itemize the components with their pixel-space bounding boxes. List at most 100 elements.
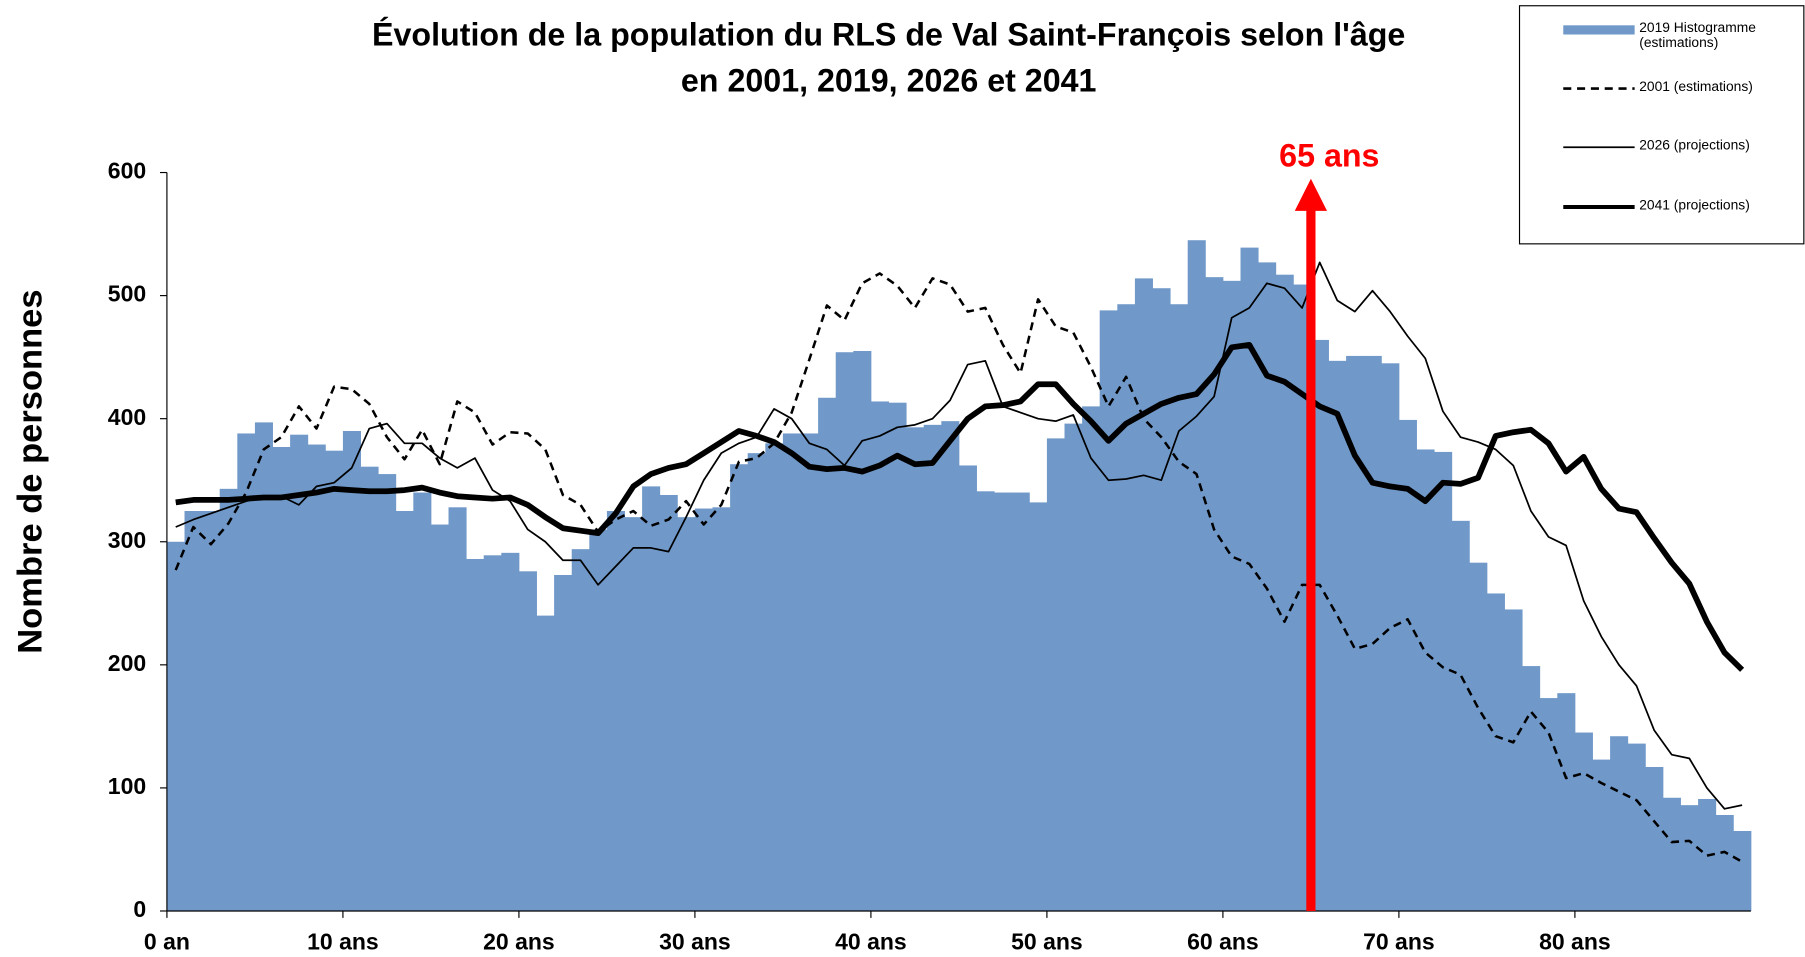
bar xyxy=(1363,355,1382,911)
x-tick-label: 80 ans xyxy=(1539,928,1611,954)
y-tick-label: 300 xyxy=(108,527,146,553)
bar xyxy=(378,474,397,911)
bar xyxy=(1592,759,1611,911)
bar xyxy=(853,350,872,911)
legend-swatch xyxy=(1563,25,1635,35)
bar xyxy=(1504,609,1523,911)
bar xyxy=(765,443,784,911)
x-tick-label: 60 ans xyxy=(1187,928,1259,954)
bar xyxy=(747,453,766,911)
bar xyxy=(466,558,485,911)
x-tick-label: 20 ans xyxy=(483,928,555,954)
bar xyxy=(554,574,573,911)
bar xyxy=(1680,805,1699,911)
bar xyxy=(413,492,432,911)
bar xyxy=(1082,406,1101,911)
bar xyxy=(395,510,414,911)
bar xyxy=(659,494,678,911)
chart-title: en 2001, 2019, 2026 et 2041 xyxy=(681,62,1097,98)
legend-item: 2041 (projections) xyxy=(1639,197,1750,213)
bar xyxy=(536,615,555,911)
bar xyxy=(606,510,625,911)
bar xyxy=(1733,830,1752,911)
bar xyxy=(642,486,661,911)
bar xyxy=(1011,492,1030,911)
bar xyxy=(1398,419,1417,911)
bar xyxy=(1205,277,1224,911)
bar xyxy=(1662,797,1681,911)
legend-item: 2026 (projections) xyxy=(1639,138,1750,153)
bar xyxy=(870,401,889,911)
line-series xyxy=(175,261,1743,810)
y-tick-label: 600 xyxy=(108,158,146,184)
chart-title: Évolution de la population du RLS de Val… xyxy=(372,16,1405,52)
y-tick-label: 100 xyxy=(108,773,146,799)
legend-box xyxy=(1518,5,1805,245)
bar xyxy=(1645,766,1664,911)
bar xyxy=(430,524,449,911)
bar xyxy=(906,427,925,911)
bar xyxy=(1416,449,1435,911)
bar xyxy=(483,555,502,911)
bar xyxy=(1099,310,1118,911)
bar xyxy=(1346,355,1365,911)
bar xyxy=(976,491,995,911)
bar xyxy=(1240,247,1259,911)
bar xyxy=(1451,520,1470,911)
bar xyxy=(1539,698,1558,911)
legend-label: 2041 (projections) xyxy=(1639,197,1750,213)
bar xyxy=(1486,593,1505,911)
bar xyxy=(571,549,590,911)
x-tick-label: 40 ans xyxy=(835,928,907,954)
bar xyxy=(1134,278,1153,911)
bar xyxy=(589,529,608,911)
bar xyxy=(202,510,221,911)
bar xyxy=(941,421,960,911)
bar xyxy=(800,433,819,911)
x-tick-label: 10 ans xyxy=(307,928,379,954)
bar xyxy=(272,446,291,911)
bar xyxy=(501,552,520,911)
bar xyxy=(307,444,326,911)
y-tick-label: 200 xyxy=(108,650,146,676)
bar xyxy=(1434,451,1453,911)
bar xyxy=(958,465,977,911)
bar xyxy=(1328,360,1347,911)
bar xyxy=(360,466,379,911)
bar xyxy=(730,464,749,911)
bar xyxy=(1610,736,1629,911)
bar xyxy=(677,517,696,911)
bar xyxy=(818,397,837,911)
bar xyxy=(1046,438,1065,911)
bar xyxy=(1064,423,1083,911)
y-tick-label: 500 xyxy=(108,281,146,307)
legend-label: 2026 (projections) xyxy=(1639,138,1750,153)
bar xyxy=(1222,280,1241,911)
y-tick-label: 0 xyxy=(133,896,146,922)
bar xyxy=(342,430,361,911)
bar xyxy=(888,402,907,911)
bar xyxy=(1275,274,1294,911)
bar xyxy=(448,507,467,911)
legend-item: 2001 (estimations) xyxy=(1639,79,1753,93)
line-series xyxy=(175,341,1745,672)
bar xyxy=(166,541,185,911)
bar xyxy=(219,488,238,911)
bar xyxy=(994,492,1013,911)
bar xyxy=(1715,814,1734,911)
bar xyxy=(1627,743,1646,911)
bar xyxy=(184,510,203,911)
bar xyxy=(835,352,854,911)
bar xyxy=(1522,666,1541,911)
bar xyxy=(782,433,801,911)
y-tick-label: 400 xyxy=(108,404,146,430)
bar xyxy=(923,424,942,911)
bar xyxy=(237,433,256,911)
y-axis-label: Nombre de personnes xyxy=(11,289,49,653)
line-series xyxy=(174,272,1743,863)
bar xyxy=(254,422,273,911)
annotation-label: 65 ans xyxy=(1279,138,1379,174)
bar xyxy=(1117,304,1136,911)
plot-group: Évolution de la population du RLS de Val… xyxy=(11,5,1805,954)
